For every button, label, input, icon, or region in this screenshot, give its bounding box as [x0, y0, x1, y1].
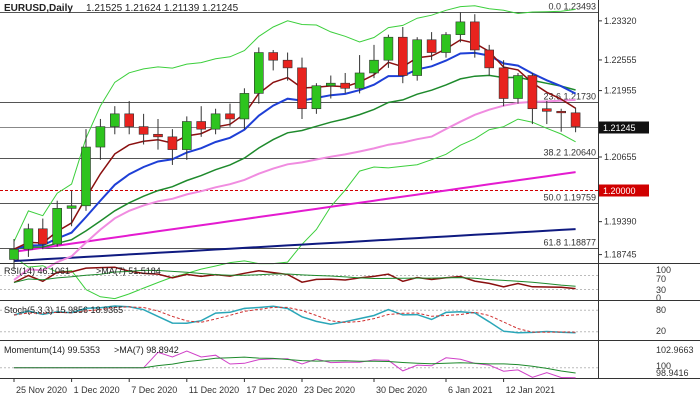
- candle-body[interactable]: [412, 39, 423, 76]
- candle-body[interactable]: [167, 136, 178, 150]
- candle-body[interactable]: [268, 52, 279, 61]
- fib-level-label: 61.8 1.18877: [543, 238, 596, 248]
- candle-body[interactable]: [469, 21, 480, 51]
- candle-body[interactable]: [9, 248, 19, 260]
- ma-200-line[interactable]: [13, 228, 576, 262]
- candle-body[interactable]: [340, 82, 351, 89]
- ohlc-readout: 1.21525 1.21624 1.21139 1.21245: [86, 3, 239, 14]
- candle-body[interactable]: [138, 126, 149, 135]
- candle-body[interactable]: [426, 39, 437, 53]
- rsi-tick-30: 30: [656, 285, 666, 295]
- candle-body[interactable]: [95, 126, 106, 148]
- candle-body[interactable]: [153, 133, 163, 138]
- rsi-tick-0: 0: [656, 293, 661, 303]
- momentum-tick-100: 100: [656, 361, 671, 371]
- current-price-text: 1.21245: [603, 123, 636, 133]
- candle-body[interactable]: [311, 85, 322, 110]
- rsi-ma-label: >MA(7) 51.5184: [96, 266, 161, 276]
- candle-body[interactable]: [541, 108, 552, 112]
- candle-body[interactable]: [124, 113, 134, 127]
- fib-level-label: 50.0 1.19759: [543, 193, 596, 203]
- date-tick: 1 Dec 2020: [74, 385, 120, 395]
- ma-10-line[interactable]: [13, 51, 577, 251]
- stoch-signal-line[interactable]: [13, 306, 576, 333]
- bollinger-lower-line[interactable]: [13, 118, 576, 300]
- date-tick: 25 Nov 2020: [16, 385, 67, 395]
- candle-body[interactable]: [196, 121, 206, 130]
- candle-body[interactable]: [397, 36, 408, 76]
- price-tick: 1.23320: [604, 16, 637, 26]
- candle-body[interactable]: [570, 112, 581, 127]
- date-tick: 11 Dec 2020: [189, 385, 239, 395]
- ma-55-line[interactable]: [13, 98, 576, 281]
- fib-level-label: 0.0 1.23493: [548, 2, 596, 12]
- candle-body[interactable]: [325, 82, 336, 87]
- bollinger-upper-line[interactable]: [13, 5, 576, 242]
- candle-body[interactable]: [239, 93, 250, 120]
- candle-body[interactable]: [527, 75, 538, 110]
- momentum-ma-line[interactable]: [14, 356, 576, 374]
- candle-body[interactable]: [369, 59, 379, 74]
- candle-body[interactable]: [225, 113, 235, 120]
- candle-body[interactable]: [37, 228, 48, 245]
- price-tick: 1.20655: [604, 152, 637, 162]
- candle-body[interactable]: [66, 205, 77, 209]
- candle-body[interactable]: [254, 52, 264, 94]
- stoch-main-line[interactable]: [13, 305, 576, 334]
- candle-body[interactable]: [383, 36, 394, 61]
- level-price-badge: [599, 184, 649, 197]
- date-tick: 6 Jan 2021: [448, 385, 493, 395]
- candle-body[interactable]: [455, 21, 466, 35]
- fib-level-label: 38.2 1.20640: [543, 148, 596, 158]
- date-tick: 17 Dec 2020: [246, 385, 297, 395]
- fib-level-label: 23.6 1.21730: [543, 92, 596, 102]
- date-tick: 7 Dec 2020: [131, 385, 177, 395]
- candle-body[interactable]: [498, 67, 509, 99]
- stoch-tick-20: 20: [656, 326, 666, 336]
- rsi-label: RSI(14) 46.1061: [4, 266, 70, 276]
- price-tick: 1.22555: [604, 55, 637, 65]
- price-tick: 1.19390: [604, 217, 637, 227]
- price-tick: 1.21955: [604, 86, 637, 96]
- rsi-line[interactable]: [13, 266, 576, 290]
- momentum-ma-label: >MA(7) 98.8942: [114, 345, 179, 355]
- candle-body[interactable]: [556, 110, 567, 114]
- stoch-tick-80: 80: [656, 305, 666, 315]
- candle-body[interactable]: [23, 228, 34, 250]
- candle-body[interactable]: [52, 208, 63, 245]
- rsi-ma-line[interactable]: [13, 269, 576, 287]
- date-tick: 30 Dec 2020: [376, 385, 427, 395]
- rsi-tick-70: 70: [656, 274, 666, 284]
- candle-body[interactable]: [484, 49, 495, 69]
- momentum-tick-high: 102.9663: [656, 345, 694, 355]
- price-tick: 1.18745: [604, 250, 637, 260]
- chart-symbol-label: EURUSD,Daily: [4, 3, 73, 14]
- ma-30-line[interactable]: [13, 74, 576, 250]
- candle-body[interactable]: [210, 113, 221, 130]
- candle-body[interactable]: [81, 146, 91, 207]
- stoch-label: Stoch(5,3,3) 15.9856 18.9365: [4, 305, 123, 315]
- ma-5-line[interactable]: [13, 39, 577, 250]
- candle-body[interactable]: [441, 34, 451, 53]
- candle-body[interactable]: [297, 67, 307, 110]
- date-tick: 12 Jan 2021: [506, 385, 556, 395]
- rsi-tick-100: 100: [656, 265, 671, 275]
- candle-body[interactable]: [513, 75, 523, 99]
- momentum-label: Momentum(14) 99.5353: [4, 345, 100, 355]
- date-tick: 23 Dec 2020: [304, 385, 355, 395]
- current-price-badge: [599, 121, 649, 134]
- momentum-tick-low: 98.9416: [656, 368, 689, 378]
- candle-body[interactable]: [354, 72, 365, 89]
- level-price-text: 1.20000: [603, 186, 636, 196]
- candle-body[interactable]: [282, 59, 293, 69]
- ma-100-line[interactable]: [13, 171, 576, 253]
- candle-body[interactable]: [182, 121, 192, 150]
- candle-body[interactable]: [110, 113, 120, 127]
